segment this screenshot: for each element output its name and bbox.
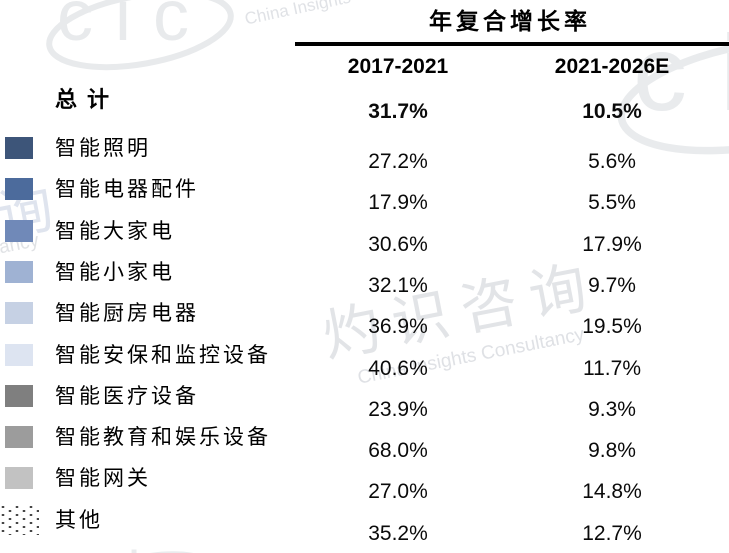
category-label: 智能电器配件	[55, 177, 199, 202]
value-2017-2021: 35.2%	[368, 521, 428, 545]
value-2021-2026e: 5.6%	[588, 150, 636, 173]
legend-swatch	[5, 384, 33, 407]
legend-swatch	[5, 137, 33, 159]
value-2021-2026e: 11.7%	[583, 356, 641, 380]
value-2021-2026e: 14.8%	[582, 480, 642, 504]
column-header-2017-2021: 2017-2021	[347, 55, 449, 78]
value-2021-2026e: 9.8%	[588, 439, 636, 463]
category-label: 智能小家电	[55, 259, 175, 284]
value-2017-2021: 17.9%	[368, 191, 428, 215]
value-2021-2026e: 19.5%	[582, 315, 642, 339]
value-2017-2021: 27.2%	[368, 150, 428, 173]
value-2021-2026e: 12.7%	[582, 521, 642, 545]
category-label: 智能安保和监控设备	[55, 342, 271, 367]
value-2017-2021: 23.9%	[368, 397, 428, 421]
legend-swatch	[5, 467, 33, 490]
category-label: 其他	[55, 507, 103, 532]
chart-title: 年复合增长率	[429, 8, 591, 35]
value-2021-2026e: 5.5%	[588, 191, 636, 215]
value-2017-2021: 31.7%	[368, 100, 428, 123]
legend-swatch	[5, 260, 33, 283]
value-2017-2021: 40.6%	[368, 356, 428, 380]
legend-swatch	[5, 219, 33, 242]
category-label: 智能医疗设备	[55, 383, 199, 408]
category-label: 智能照明	[55, 136, 151, 160]
legend-swatch-dotted	[1, 504, 39, 535]
value-2017-2021: 32.1%	[368, 273, 428, 297]
value-2021-2026e: 17.9%	[582, 232, 642, 256]
category-label: 总计	[55, 87, 120, 113]
category-label: 智能教育和娱乐设备	[55, 425, 271, 450]
value-2021-2026e: 9.7%	[588, 273, 636, 297]
legend-swatch	[5, 426, 33, 449]
legend-swatch	[5, 343, 33, 366]
value-2017-2021: 36.9%	[368, 315, 428, 339]
category-label: 智能大家电	[55, 218, 175, 243]
legend-swatch	[5, 302, 33, 325]
column-header-2021-2026e: 2021-2026E	[554, 55, 670, 78]
value-2021-2026e: 10.5%	[582, 100, 642, 123]
value-2017-2021: 68.0%	[368, 439, 428, 463]
header-divider-line	[295, 42, 729, 46]
category-label: 智能网关	[55, 466, 151, 491]
value-2021-2026e: 9.3%	[588, 397, 636, 421]
value-2017-2021: 27.0%	[368, 480, 428, 504]
legend-swatch	[5, 178, 33, 201]
value-2017-2021: 30.6%	[368, 232, 428, 256]
category-label: 智能厨房电器	[55, 301, 199, 326]
